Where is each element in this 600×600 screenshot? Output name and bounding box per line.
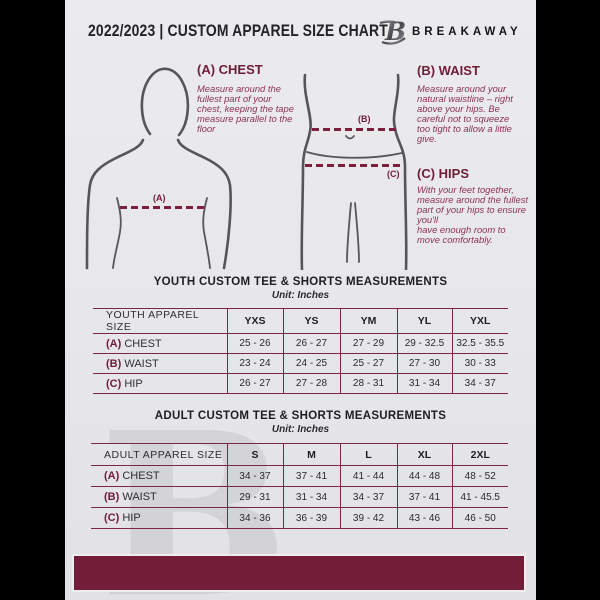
cell: 30 - 33 — [451, 353, 508, 374]
youth-size-col-header: YOUTH APPAREL SIZE — [93, 308, 227, 334]
youth-header-row: YOUTH APPAREL SIZE YXS YS YM YL YXL — [93, 308, 508, 334]
hips-instructions: With your feet together, measure around … — [417, 184, 529, 245]
cell: 31 - 34 — [396, 373, 452, 394]
youth-size-table: YOUTH APPAREL SIZE YXS YS YM YL YXL (A) … — [93, 308, 508, 394]
cell: 27 - 28 — [282, 373, 340, 394]
cell: 36 - 39 — [282, 507, 340, 529]
adult-table-unit: Unit: Inches — [271, 424, 330, 435]
cell: 34 - 37 — [339, 486, 397, 508]
cell: 46 - 50 — [451, 507, 508, 529]
cell: 44 - 48 — [396, 465, 452, 487]
cell: 39 - 42 — [339, 507, 397, 529]
row-prefix: (B) — [104, 491, 120, 503]
size-col-xl: XL — [396, 443, 452, 466]
waist-measure-line — [312, 128, 398, 131]
cell: 28 - 31 — [339, 373, 397, 394]
cell: 48 - 52 — [451, 465, 508, 487]
waist-line-marker: (B) — [358, 114, 371, 124]
table-row-adult-hip: (C) HIP 34 - 36 36 - 39 39 - 42 43 - 46 … — [91, 507, 508, 529]
youth-table-title: YOUTH CUSTOM TEE & SHORTS MEASUREMENTS — [153, 276, 448, 288]
size-col-ym: YM — [339, 308, 397, 334]
cell: 26 - 27 — [226, 373, 283, 394]
waist-instructions: Measure around your natural waistline – … — [417, 83, 513, 144]
cell: 24 - 25 — [282, 353, 340, 374]
adult-table-title: ADULT CUSTOM TEE & SHORTS MEASUREMENTS — [154, 410, 447, 422]
table-row-adult-chest: (A) CHEST 34 - 37 37 - 41 41 - 44 44 - 4… — [91, 465, 508, 487]
row-label: HIP — [124, 377, 143, 390]
cell: 37 - 41 — [282, 465, 340, 487]
row-label: CHEST — [122, 470, 160, 482]
adult-header-row: ADULT APPAREL SIZE S M L XL 2XL — [91, 443, 508, 466]
chest-instructions: Measure around the fullest part of your … — [197, 83, 294, 134]
size-col-m: M — [282, 443, 340, 466]
size-col-l: L — [339, 443, 397, 466]
brand-name: BREAKAWAY — [412, 26, 522, 38]
table-row-youth-hip: (C) HIP 26 - 27 27 - 28 28 - 31 31 - 34 … — [93, 373, 508, 394]
row-prefix: (A) — [106, 337, 122, 350]
cell: 27 - 29 — [339, 333, 397, 354]
table-row-adult-waist: (B) WAIST 29 - 31 31 - 34 34 - 37 37 - 4… — [91, 486, 508, 508]
row-label: HIP — [122, 512, 141, 524]
waist-heading: (B) WAIST — [417, 63, 480, 78]
row-prefix: (B) — [106, 357, 122, 370]
cell: 23 - 24 — [226, 353, 283, 374]
breakaway-logo-icon: B — [379, 17, 406, 46]
size-col-yxl: YXL — [451, 308, 508, 334]
cell: 34 - 36 — [226, 507, 283, 529]
size-col-yl: YL — [396, 308, 452, 334]
chest-measure-line — [120, 206, 207, 209]
cell: 29 - 31 — [226, 486, 283, 508]
size-col-s: S — [226, 443, 283, 466]
chest-heading: (A) CHEST — [197, 62, 263, 77]
row-label: CHEST — [124, 337, 162, 350]
size-col-2xl: 2XL — [451, 443, 508, 466]
cell: 32.5 - 35.5 — [451, 333, 508, 354]
cell: 26 - 27 — [282, 333, 340, 354]
table-row-youth-waist: (B) WAIST 23 - 24 24 - 25 25 - 27 27 - 3… — [93, 353, 508, 374]
cell: 37 - 41 — [396, 486, 452, 508]
row-prefix: (A) — [104, 470, 120, 482]
row-label: WAIST — [124, 357, 159, 370]
size-col-yxs: YXS — [226, 308, 283, 334]
hips-line-marker: (C) — [387, 169, 400, 179]
adult-size-table: ADULT APPAREL SIZE S M L XL 2XL (A) CHES… — [91, 443, 508, 529]
page-title: 2022/2023 | CUSTOM APPAREL SIZE CHART — [88, 21, 388, 40]
cell: 25 - 27 — [339, 353, 397, 374]
size-chart-page: B 2022/2023 | CUSTOM APPAREL SIZE CHART … — [65, 0, 536, 600]
cell: 31 - 34 — [282, 486, 340, 508]
chest-figure-illustration — [85, 67, 232, 270]
table-row-youth-chest: (A) CHEST 25 - 26 26 - 27 27 - 29 29 - 3… — [93, 333, 508, 354]
svg-text:B: B — [384, 17, 406, 46]
chest-line-marker: (A) — [153, 193, 166, 203]
waist-hips-figure-illustration — [300, 73, 408, 270]
row-label: WAIST — [122, 491, 157, 503]
cell: 27 - 30 — [396, 353, 452, 374]
cell: 25 - 26 — [226, 333, 283, 354]
cell: 43 - 46 — [396, 507, 452, 529]
cell: 34 - 37 — [451, 373, 508, 394]
cell: 41 - 45.5 — [451, 486, 508, 508]
row-prefix: (C) — [106, 377, 122, 390]
hips-heading: (C) HIPS — [417, 166, 469, 181]
adult-size-col-header: ADULT APPAREL SIZE — [91, 443, 227, 466]
row-prefix: (C) — [104, 512, 120, 524]
cell: 41 - 44 — [339, 465, 397, 487]
cell: 34 - 37 — [226, 465, 283, 487]
footer-bar — [72, 554, 526, 592]
size-col-ys: YS — [282, 308, 340, 334]
cell: 29 - 32.5 — [396, 333, 452, 354]
youth-table-unit: Unit: Inches — [271, 290, 330, 301]
hips-measure-line — [305, 164, 404, 167]
